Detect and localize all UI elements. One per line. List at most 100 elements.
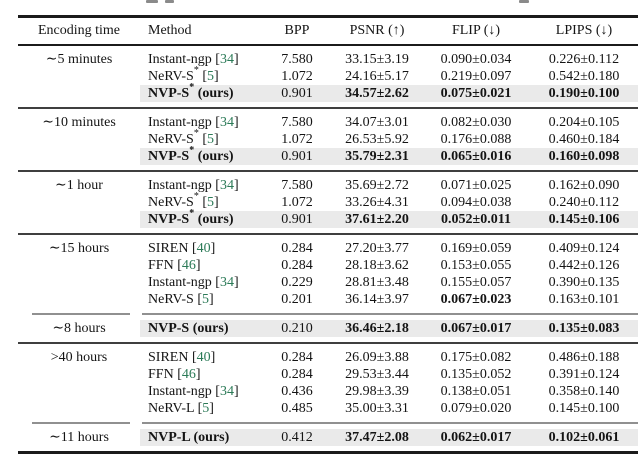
method-group: >40 hours SIREN [40] 0.284 26.09±3.88 0.175±… — [18, 344, 638, 422]
bpp-cell: 0.210 — [262, 320, 332, 337]
flip-cell: 0.052±0.011 — [422, 211, 530, 228]
citation-bracket-close: ] — [210, 241, 216, 256]
lpips-cell: 0.460±0.184 — [548, 132, 620, 147]
method-cell: Instant-ngp [34] — [140, 383, 262, 400]
encoding-time-cell: ∼5 minutes — [45, 52, 113, 67]
method-star: * — [189, 208, 195, 220]
lpips-cell: 0.145±0.106 — [530, 211, 638, 228]
method-cell: FFN [46] — [140, 257, 262, 274]
method-cell: NVP-S* (ours) — [140, 82, 262, 102]
flip-cell: 0.094±0.038 — [440, 195, 512, 210]
method-name: NVP-L — [148, 430, 190, 445]
method-ours-suffix: (ours) — [189, 321, 229, 336]
lpips-cell: 0.226±0.112 — [548, 52, 620, 67]
citation-bracket-open: [ — [193, 292, 202, 307]
bpp-cell: 1.072 — [281, 69, 313, 84]
citation-link[interactable]: 34 — [219, 384, 234, 399]
citation-bracket-open: [ — [173, 367, 182, 382]
citation-link[interactable]: 34 — [219, 275, 234, 290]
method-cell: NVP-L (ours) — [140, 429, 262, 446]
citation-link[interactable]: 34 — [219, 115, 234, 130]
flip-cell: 0.153±0.055 — [440, 258, 512, 273]
bpp-cell: 0.229 — [281, 275, 313, 290]
citation-bracket-open: [ — [211, 275, 220, 290]
method-star: * — [193, 191, 199, 203]
method-group: ∼15 hours SIREN [40] 0.284 27.20±3.77 0.169±… — [18, 235, 638, 313]
citation-link[interactable]: 40 — [196, 241, 211, 256]
group-separator-rule — [18, 107, 638, 109]
citation-bracket-close: ] — [209, 401, 214, 416]
psnr-cell: 26.53±5.92 — [345, 132, 409, 147]
method-cell: SIREN [40] — [140, 349, 262, 366]
citation-link[interactable]: 34 — [219, 52, 234, 67]
cropped-text-fragment — [165, 0, 174, 3]
method-cell: NeRV-L [5] — [140, 400, 262, 417]
group-separator-rule — [18, 342, 638, 344]
lpips-cell: 0.135±0.083 — [530, 320, 638, 337]
citation-bracket-open: [ — [194, 401, 203, 416]
citation-link[interactable]: 34 — [219, 178, 234, 193]
method-cell: NeRV-S [5] — [140, 291, 262, 308]
cmidrule-right-segment — [142, 422, 638, 424]
bpp-cell: 0.901 — [262, 85, 332, 102]
lpips-cell: 0.163±0.101 — [548, 292, 620, 307]
lpips-cell: 0.162±0.090 — [548, 178, 620, 193]
citation-link[interactable]: 5 — [202, 401, 210, 416]
citation-bracket-open: [ — [211, 115, 220, 130]
method-name: Instant-ngp — [148, 178, 212, 193]
lpips-cell: 0.358±0.140 — [548, 384, 620, 399]
citation-link[interactable]: 5 — [202, 292, 209, 307]
flip-cell: 0.169±0.059 — [440, 241, 512, 256]
header-bottom-rule — [18, 43, 638, 46]
bpp-cell: 0.901 — [262, 211, 332, 228]
psnr-cell: 35.00±3.31 — [345, 401, 409, 416]
citation-link[interactable]: 5 — [207, 132, 214, 147]
method-name: SIREN — [148, 350, 189, 365]
bpp-cell: 1.072 — [281, 132, 313, 147]
lpips-cell: 0.442±0.126 — [548, 258, 620, 273]
citation-bracket-close: ] — [195, 258, 201, 273]
citation-bracket-open: [ — [211, 178, 220, 193]
citation-link[interactable]: 40 — [196, 350, 211, 365]
method-cell: NVP-S (ours) — [140, 320, 262, 337]
method-ours-suffix: (ours) — [194, 86, 234, 101]
method-cell: NVP-S* (ours) — [140, 146, 262, 165]
psnr-cell: 36.14±3.97 — [345, 292, 409, 307]
method-cell: SIREN [40] — [140, 240, 262, 257]
column-header-bpp: BPP — [284, 22, 310, 38]
citation-bracket-close: ] — [210, 350, 216, 365]
citation-bracket-open: [ — [173, 258, 182, 273]
method-name: SIREN — [148, 241, 189, 256]
method-name: NeRV-S — [148, 132, 194, 147]
method-group: ∼5 minutes Instant-ngp [34] 7.580 33.15±3.1… — [18, 46, 638, 107]
method-name: Instant-ngp — [148, 52, 212, 67]
citation-bracket-close: ] — [214, 195, 219, 210]
citation-link[interactable]: 46 — [181, 367, 196, 382]
encoding-time-cell: ∼10 minutes — [42, 115, 116, 130]
psnr-cell: 35.79±2.31 — [332, 148, 422, 165]
citation-bracket-close: ] — [214, 69, 219, 84]
citation-bracket-open: [ — [188, 241, 197, 256]
method-name: NVP-S — [148, 212, 190, 227]
cmidrule-right-segment — [142, 313, 638, 315]
method-cell: NeRV-S* [5] — [140, 129, 262, 148]
flip-cell: 0.176±0.088 — [440, 132, 512, 147]
psnr-cell: 24.16±5.17 — [345, 69, 409, 84]
psnr-cell: 26.09±3.88 — [345, 350, 409, 365]
flip-cell: 0.071±0.025 — [440, 178, 512, 193]
bpp-cell: 0.436 — [281, 384, 313, 399]
flip-cell: 0.175±0.082 — [440, 350, 512, 365]
method-star: * — [189, 82, 195, 94]
citation-link[interactable]: 46 — [181, 258, 196, 273]
psnr-cell: 35.69±2.72 — [345, 178, 409, 193]
citation-bracket-open: [ — [188, 350, 197, 365]
citation-link[interactable]: 5 — [207, 69, 214, 84]
citation-link[interactable]: 5 — [207, 195, 214, 210]
citation-bracket-open: [ — [198, 132, 207, 147]
group-separator-rule — [18, 170, 638, 172]
flip-cell: 0.065±0.016 — [422, 148, 530, 165]
psnr-cell: 34.07±3.01 — [345, 115, 409, 130]
citation-bracket-close: ] — [233, 115, 239, 130]
psnr-cell: 29.98±3.39 — [345, 384, 409, 399]
citation-bracket-close: ] — [209, 292, 214, 307]
